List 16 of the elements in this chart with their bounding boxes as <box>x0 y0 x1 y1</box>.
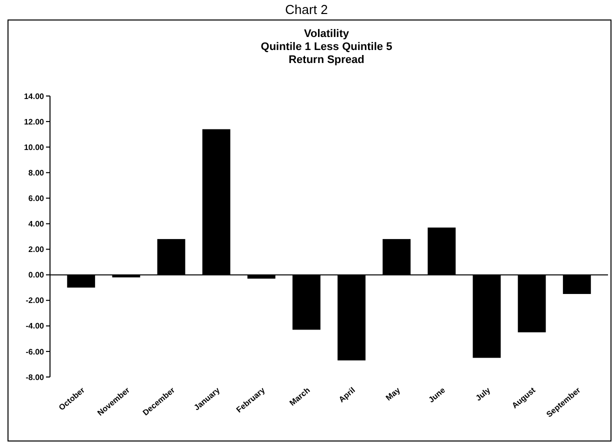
y-tick-label: 10.00 <box>24 142 45 152</box>
y-tick-label: 8.00 <box>28 168 45 178</box>
chart-title: Chart 2 <box>285 2 328 17</box>
x-tick-label: July <box>474 385 492 403</box>
y-tick-label: 0.00 <box>28 270 45 280</box>
y-tick-label: -6.00 <box>26 347 45 356</box>
y-tick-label: 14.00 <box>24 92 45 101</box>
y-tick-label: 2.00 <box>28 245 45 254</box>
y-tick-label: 6.00 <box>28 194 45 203</box>
y-tick-label: -2.00 <box>26 296 45 306</box>
y-tick-label: 12.00 <box>24 117 45 126</box>
x-tick-label: May <box>384 385 402 403</box>
chart-subtitle: Volatility Quintile 1 Less Quintile 5 Return Spread <box>260 28 392 66</box>
y-tick-label: 4.00 <box>28 220 45 229</box>
y-tick-label: -8.00 <box>26 372 45 382</box>
y-tick-label: -4.00 <box>26 322 45 331</box>
